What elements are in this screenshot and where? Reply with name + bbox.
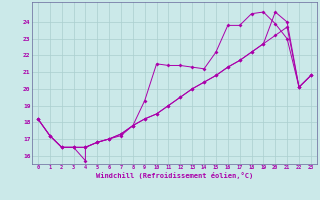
X-axis label: Windchill (Refroidissement éolien,°C): Windchill (Refroidissement éolien,°C)	[96, 172, 253, 179]
